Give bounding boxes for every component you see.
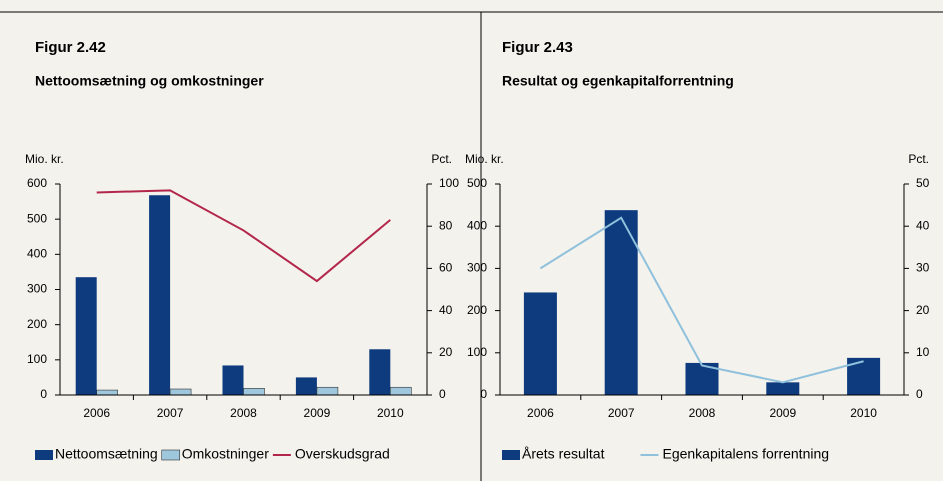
legend-label: Overskudsgrad [295, 446, 390, 462]
y-tick-label: 300 [467, 261, 487, 275]
x-tick-label: 2008 [230, 406, 257, 420]
y2-axis-label: Pct. [908, 152, 929, 166]
bar [149, 195, 171, 395]
y-tick-label: 0 [40, 387, 47, 401]
y-tick-label: 200 [467, 303, 487, 317]
x-tick-label: 2006 [83, 406, 110, 420]
y2-tick-label: 40 [916, 218, 930, 232]
legend-swatch [161, 449, 181, 461]
x-tick-label: 2010 [850, 406, 877, 420]
bar [169, 388, 192, 396]
y-tick-label: 200 [27, 317, 47, 331]
y2-tick-label: 80 [439, 218, 453, 232]
x-tick-label: 2007 [608, 406, 635, 420]
y-tick-label: 0 [480, 387, 487, 401]
y2-tick-label: 30 [916, 261, 930, 275]
y-axis-label: Mio. kr. [465, 152, 504, 166]
figure-title: Figur 2.43 [502, 39, 573, 56]
y2-tick-label: 0 [916, 387, 923, 401]
figure-subtitle: Nettoomsætning og omkostninger [35, 73, 264, 89]
y2-axis-label: Pct. [431, 152, 452, 166]
y2-tick-label: 10 [916, 345, 930, 359]
x-tick-label: 2006 [527, 406, 554, 420]
legend-label: Omkostninger [182, 446, 269, 462]
figure-title: Figur 2.42 [35, 39, 106, 56]
x-tick-label: 2010 [377, 406, 404, 420]
bar [369, 349, 391, 395]
y2-tick-label: 50 [916, 176, 930, 190]
legend-label: Egenkapitalens forrentning [662, 446, 829, 462]
x-tick-label: 2007 [157, 406, 184, 420]
y-tick-label: 400 [27, 247, 47, 261]
y2-tick-label: 60 [439, 261, 453, 275]
legend-swatch [35, 450, 53, 460]
bar [604, 210, 638, 395]
x-tick-label: 2009 [304, 406, 331, 420]
y2-tick-label: 20 [916, 303, 930, 317]
bar [316, 386, 339, 396]
y-tick-label: 500 [467, 176, 487, 190]
legend-label: Årets resultat [522, 446, 605, 462]
bar [389, 386, 412, 396]
legend-swatch [502, 450, 520, 460]
y-tick-label: 300 [27, 282, 47, 296]
x-tick-label: 2009 [769, 406, 796, 420]
bar [75, 277, 97, 395]
y-tick-label: 400 [467, 218, 487, 232]
line-series [96, 189, 391, 283]
y2-tick-label: 40 [439, 303, 453, 317]
y-tick-label: 100 [27, 352, 47, 366]
bar [523, 292, 557, 395]
x-tick-label: 2008 [689, 406, 716, 420]
bar [295, 377, 317, 395]
y-axis-label: Mio. kr. [25, 152, 64, 166]
y2-tick-label: 100 [439, 176, 459, 190]
bar [96, 389, 118, 396]
bar [766, 382, 800, 395]
line-series [539, 216, 864, 384]
y2-tick-label: 20 [439, 345, 453, 359]
figure-subtitle: Resultat og egenkapitalforrentning [502, 73, 734, 89]
y-tick-label: 100 [467, 345, 487, 359]
y2-tick-label: 0 [439, 387, 446, 401]
bar [243, 388, 265, 396]
bar [222, 365, 244, 395]
y-tick-label: 600 [27, 176, 47, 190]
legend-label: Nettoomsætning [55, 446, 158, 462]
y-tick-label: 500 [27, 211, 47, 225]
